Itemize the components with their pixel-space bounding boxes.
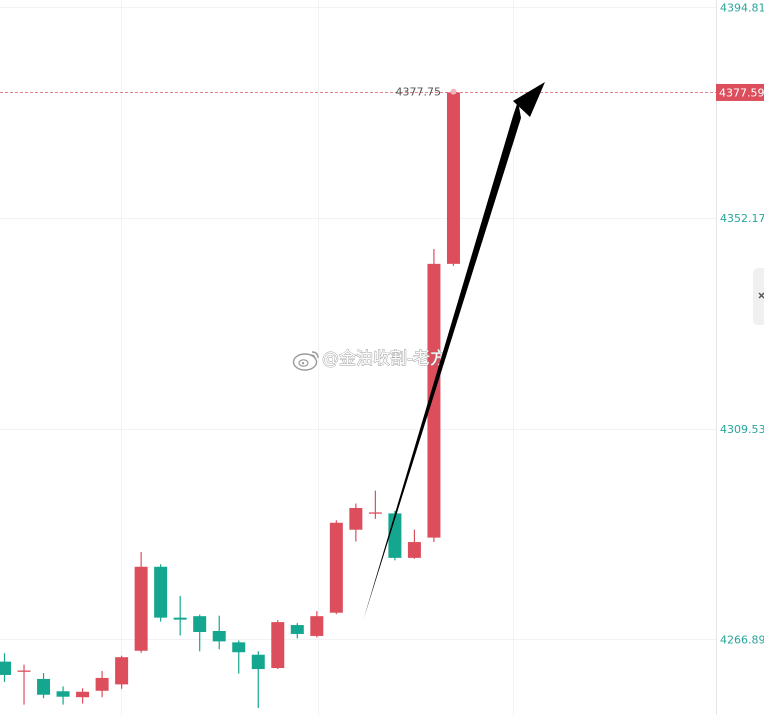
candle-down xyxy=(388,513,402,558)
candle-down xyxy=(56,691,70,697)
candle-up xyxy=(95,677,109,691)
watermark-text: @金油收割-老方 xyxy=(322,349,447,369)
candle-down xyxy=(212,630,226,642)
candle-down xyxy=(251,654,265,670)
candle-up xyxy=(329,522,343,613)
candle-down xyxy=(173,617,187,620)
candle-down xyxy=(232,642,246,653)
candle-up xyxy=(17,670,31,672)
candle-up xyxy=(427,263,441,538)
candle-up xyxy=(407,542,421,558)
candle-down xyxy=(0,661,11,675)
candles xyxy=(0,91,460,709)
candle-up xyxy=(115,657,129,685)
weibo-icon xyxy=(292,351,319,371)
high-marker-label: 4377.75 xyxy=(396,86,442,99)
up-arrow-icon xyxy=(363,82,545,621)
candle-down xyxy=(154,566,168,618)
candle-down xyxy=(290,625,304,634)
side-panel-button[interactable] xyxy=(753,268,764,325)
candle-up xyxy=(446,92,460,264)
candle-up xyxy=(134,566,148,651)
high-marker: 4377.75 xyxy=(396,86,457,99)
high-marker-dot xyxy=(450,88,457,95)
y-tick-label: 4352.17 xyxy=(720,212,764,225)
candle-up xyxy=(368,512,382,514)
candle-down xyxy=(37,678,51,695)
candle-up xyxy=(310,616,324,636)
close-icon[interactable] xyxy=(758,292,764,299)
candle-down xyxy=(193,616,207,632)
y-tick-label: 4309.53 xyxy=(720,423,764,436)
y-tick-label: 4394.81 xyxy=(720,1,764,14)
watermark: @金油收割-老方 xyxy=(292,349,448,371)
current-price-label: 4377.59 xyxy=(719,86,764,99)
current-price-tag: 4377.59 xyxy=(716,83,764,101)
y-tick-label: 4266.89 xyxy=(720,633,764,646)
candle-up xyxy=(271,622,285,669)
candle-up xyxy=(76,691,90,698)
candle-up xyxy=(349,507,363,530)
price-axis: 4394.81 4352.17 4309.53 4266.89 xyxy=(720,1,764,646)
